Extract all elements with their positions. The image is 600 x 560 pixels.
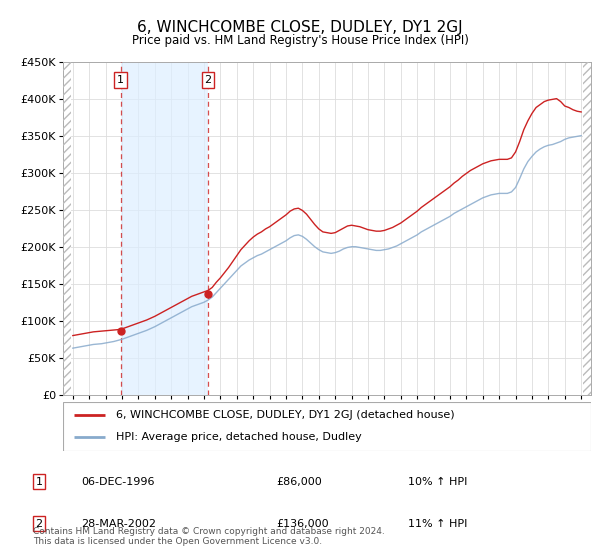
Text: HPI: Average price, detached house, Dudley: HPI: Average price, detached house, Dudl… [116, 432, 362, 442]
Text: 2: 2 [35, 519, 43, 529]
Text: Contains HM Land Registry data © Crown copyright and database right 2024.
This d: Contains HM Land Registry data © Crown c… [33, 526, 385, 546]
Text: 06-DEC-1996: 06-DEC-1996 [81, 477, 155, 487]
Text: 28-MAR-2002: 28-MAR-2002 [81, 519, 156, 529]
Bar [583, 62, 591, 395]
Text: 6, WINCHCOMBE CLOSE, DUDLEY, DY1 2GJ: 6, WINCHCOMBE CLOSE, DUDLEY, DY1 2GJ [137, 20, 463, 35]
Bar [63, 62, 71, 395]
Text: 10% ↑ HPI: 10% ↑ HPI [408, 477, 467, 487]
Bar [63, 62, 71, 395]
Text: 2: 2 [205, 75, 212, 85]
Bar [583, 62, 591, 395]
Text: 1: 1 [35, 477, 43, 487]
Text: 6, WINCHCOMBE CLOSE, DUDLEY, DY1 2GJ (detached house): 6, WINCHCOMBE CLOSE, DUDLEY, DY1 2GJ (de… [116, 410, 454, 420]
Text: 1: 1 [117, 75, 124, 85]
Text: £136,000: £136,000 [276, 519, 329, 529]
Text: £86,000: £86,000 [276, 477, 322, 487]
Bar [121, 62, 208, 395]
Text: Price paid vs. HM Land Registry's House Price Index (HPI): Price paid vs. HM Land Registry's House … [131, 34, 469, 46]
Text: 11% ↑ HPI: 11% ↑ HPI [408, 519, 467, 529]
